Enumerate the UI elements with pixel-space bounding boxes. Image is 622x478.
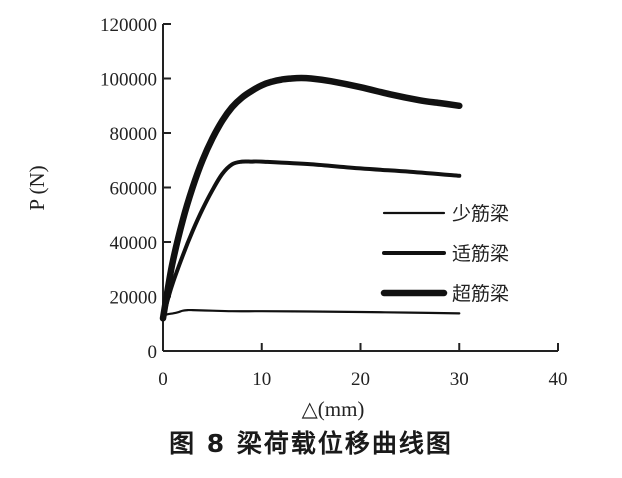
x-tick-label: 10 xyxy=(252,369,271,390)
series-group xyxy=(159,74,463,322)
series-line-3 xyxy=(159,74,463,322)
y-tick-label: 40000 xyxy=(110,233,158,254)
y-tick-label: 120000 xyxy=(100,15,157,36)
legend-label: 超筋梁 xyxy=(452,283,509,305)
x-tick-label: 0 xyxy=(158,369,168,390)
series-line-2 xyxy=(161,159,462,321)
legend-label: 适筋梁 xyxy=(452,243,509,265)
y-tick-label: 60000 xyxy=(110,179,158,200)
x-tick-label: 40 xyxy=(549,369,568,390)
series-line-1 xyxy=(161,308,461,317)
y-tick-label: 80000 xyxy=(110,124,158,145)
legend-label: 少筋梁 xyxy=(452,203,509,225)
x-tick-label: 30 xyxy=(450,369,469,390)
y-axis-label: P (N) xyxy=(25,165,49,210)
y-tick-label: 0 xyxy=(148,342,158,363)
ticks: 0 20000 40000 60000 80000 100000 120000 0 10 20 30… xyxy=(100,15,568,390)
x-tick-label: 20 xyxy=(351,369,370,390)
x-axis-label: △(mm) xyxy=(302,397,365,421)
figure-caption: 图 8 梁荷载位移曲线图 xyxy=(169,429,453,458)
y-tick-label: 20000 xyxy=(110,288,158,309)
y-tick-label: 100000 xyxy=(100,70,157,91)
